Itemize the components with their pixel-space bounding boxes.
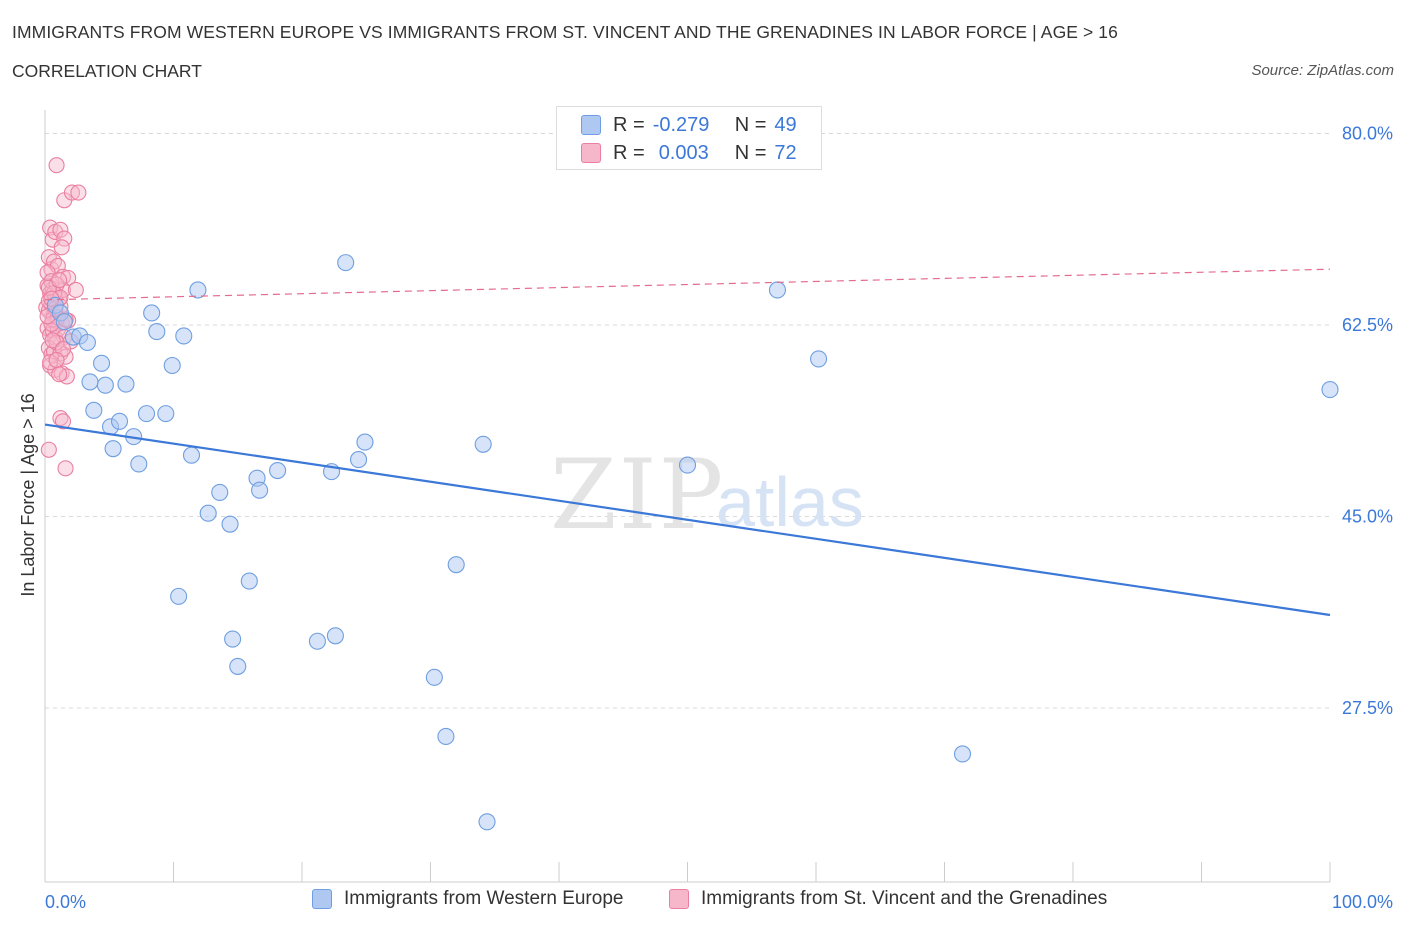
pink-point [53,239,70,256]
blue-point [55,313,73,331]
blue-point [229,657,247,675]
legend-swatch-blue [581,115,601,135]
legend-swatch-st-vincent [669,889,689,909]
blue-point [110,412,129,430]
blue-point [78,333,96,352]
y-tick-label: 27.5% [1342,698,1393,718]
x-tick-label: 0.0% [45,892,86,912]
legend-swatch-western-europe [312,889,332,909]
legend-row-blue: R = -0.279 N = 49 [581,113,797,137]
blue-point [678,456,697,474]
blue-point [199,504,217,522]
blue-series-points [46,254,1339,831]
legend-n-value-blue: 49 [774,113,797,136]
gridlines [45,133,1330,709]
legend-r-value-blue: -0.279 [652,113,710,136]
legend-n-label: N = [734,141,767,164]
y-tick-label: 62.5% [1342,315,1393,335]
blue-point [356,433,374,451]
blue-point [437,727,455,746]
x-tick-label: 100.0% [1332,892,1393,912]
blue-point [189,281,207,299]
legend-item-st-vincent[interactable]: Immigrants from St. Vincent and the Gren… [669,888,1107,910]
blue-point [810,350,828,368]
blue-point [143,304,161,322]
blue-point [447,556,465,574]
watermark: ZIP atlas [550,439,864,551]
watermark-atlas: atlas [716,463,864,541]
legend-item-western-europe[interactable]: Immigrants from Western Europe [312,888,623,910]
pink-point [70,184,87,201]
pink-point [44,332,61,349]
blue-point [130,455,148,473]
blue-point [137,405,156,423]
blue-point [953,745,972,763]
legend-label-western-europe: Immigrants from Western Europe [344,888,624,909]
pink-point [42,354,59,371]
watermark-zip: ZIP [550,439,725,551]
legend-n-value-pink: 72 [774,141,797,164]
pink-point [42,219,59,236]
blue-point [269,461,287,480]
trend-lines [44,268,1331,617]
blue-point [474,435,492,453]
source-credit: Source: ZipAtlas.com [1251,62,1394,79]
legend-row-pink: R = 0.003 N = 72 [581,141,797,165]
legend-swatch-pink [581,143,601,163]
legend-r-value-pink: 0.003 [658,141,709,164]
legend-r-label: R = [613,141,645,164]
y-axis-title: In Labor Force | Age > 16 [18,393,38,596]
blue-point [349,451,368,469]
pink-point [48,276,65,293]
blue-point [308,632,326,650]
pink-point [48,157,65,174]
pink-point [67,281,84,299]
blue-point [240,572,258,590]
blue-point [96,376,114,394]
blue-point [221,515,239,533]
blue-point [92,354,111,372]
blue-point [81,373,99,391]
legend-r-label: R = [613,113,645,136]
blue-point [170,587,188,605]
chart-subtitle: CORRELATION CHART [12,61,202,81]
legend-label-st-vincent: Immigrants from St. Vincent and the Gren… [701,888,1108,909]
blue-point [211,483,229,501]
blue-point [157,405,175,423]
pink-point [54,413,72,430]
blue-point [1321,381,1339,399]
series-legend: Immigrants from Western Europe Immigrant… [0,888,1406,916]
blue-point [117,375,135,393]
correlation-legend: R = -0.279 N = 49 R = 0.003 N = 72 [556,106,822,170]
blue-point [104,440,122,458]
blue-point [224,630,242,648]
blue-point [337,254,355,272]
pink-point [63,184,81,201]
blue-point [175,327,193,345]
y-tick-label: 80.0% [1342,124,1393,144]
legend-n-label: N = [734,113,767,136]
pink-trend-line [44,268,1331,301]
blue-point [425,668,443,686]
axis-labels: 80.0% 62.5% 45.0% 27.5% 0.0% 100.0% In Labor F… [18,124,1393,913]
blue-point [85,401,103,419]
chart-title: IMMIGRANTS FROM WESTERN EUROPE VS IMMIGR… [12,22,1118,42]
pink-point [40,441,57,458]
blue-point [768,281,787,299]
blue-point [326,627,344,645]
blue-point [182,446,201,464]
pink-series-points [38,157,87,477]
blue-trend-line [44,423,1331,617]
blue-point [478,813,496,831]
pink-point [51,366,68,383]
pink-point [56,230,73,247]
pink-point [51,272,68,289]
pink-point [48,351,65,369]
blue-point [148,323,166,341]
pink-point [52,221,69,238]
blue-point [163,356,181,375]
pink-point [57,460,74,477]
y-tick-label: 45.0% [1342,507,1393,527]
blue-point [251,481,269,499]
